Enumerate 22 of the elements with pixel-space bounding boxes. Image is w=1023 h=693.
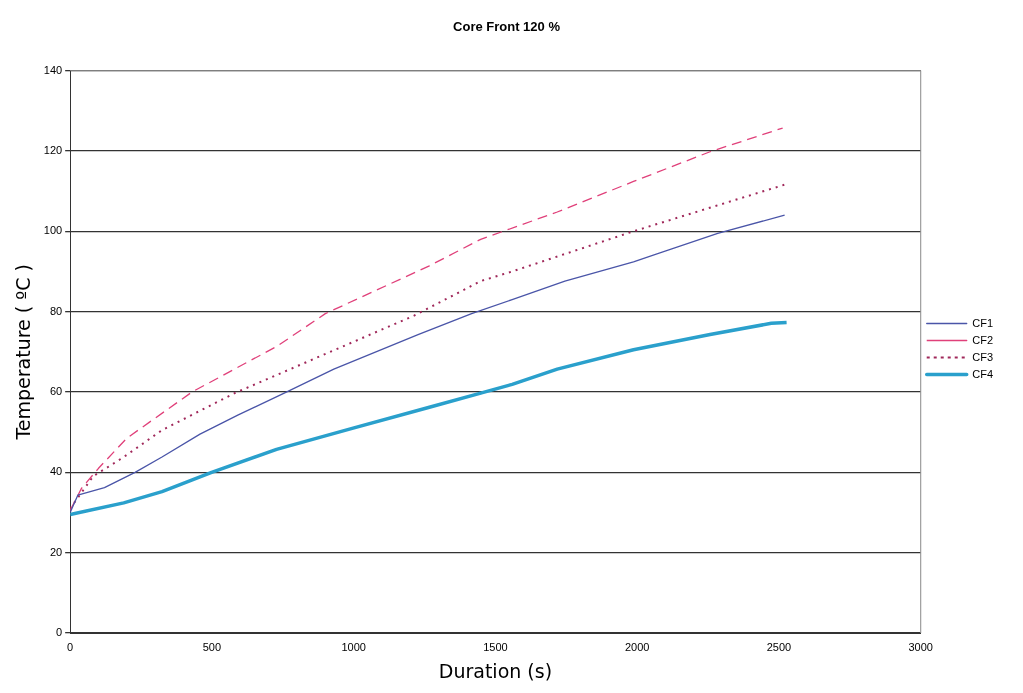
y-tick-label: 80 xyxy=(49,304,63,317)
legend-label: CF2 xyxy=(972,333,993,346)
y-tick-label: 20 xyxy=(49,545,63,558)
legend-label: CF1 xyxy=(972,316,993,329)
y-tick-label: 140 xyxy=(43,63,63,76)
x-tick-label: 500 xyxy=(202,640,222,653)
y-tick-label: 40 xyxy=(49,465,63,478)
y-tick-label: 120 xyxy=(43,143,63,156)
x-axis-title: Duration (s) xyxy=(438,659,553,682)
legend-label: CF4 xyxy=(972,367,993,380)
x-tick-label: 3000 xyxy=(908,640,933,653)
x-tick-label: 0 xyxy=(67,640,74,653)
y-tick-label: 0 xyxy=(56,626,63,639)
y-tick-label: 100 xyxy=(43,224,63,237)
chart-title: Core Front 120 % xyxy=(453,19,561,35)
x-tick-label: 2500 xyxy=(766,640,792,653)
y-axis-title: Temperature ( ºC ) xyxy=(12,264,35,441)
x-tick-label: 2000 xyxy=(624,640,650,653)
legend-label: CF3 xyxy=(972,350,993,363)
x-tick-label: 1000 xyxy=(341,640,366,653)
x-tick-label: 1500 xyxy=(483,640,508,653)
y-tick-label: 60 xyxy=(49,385,63,397)
